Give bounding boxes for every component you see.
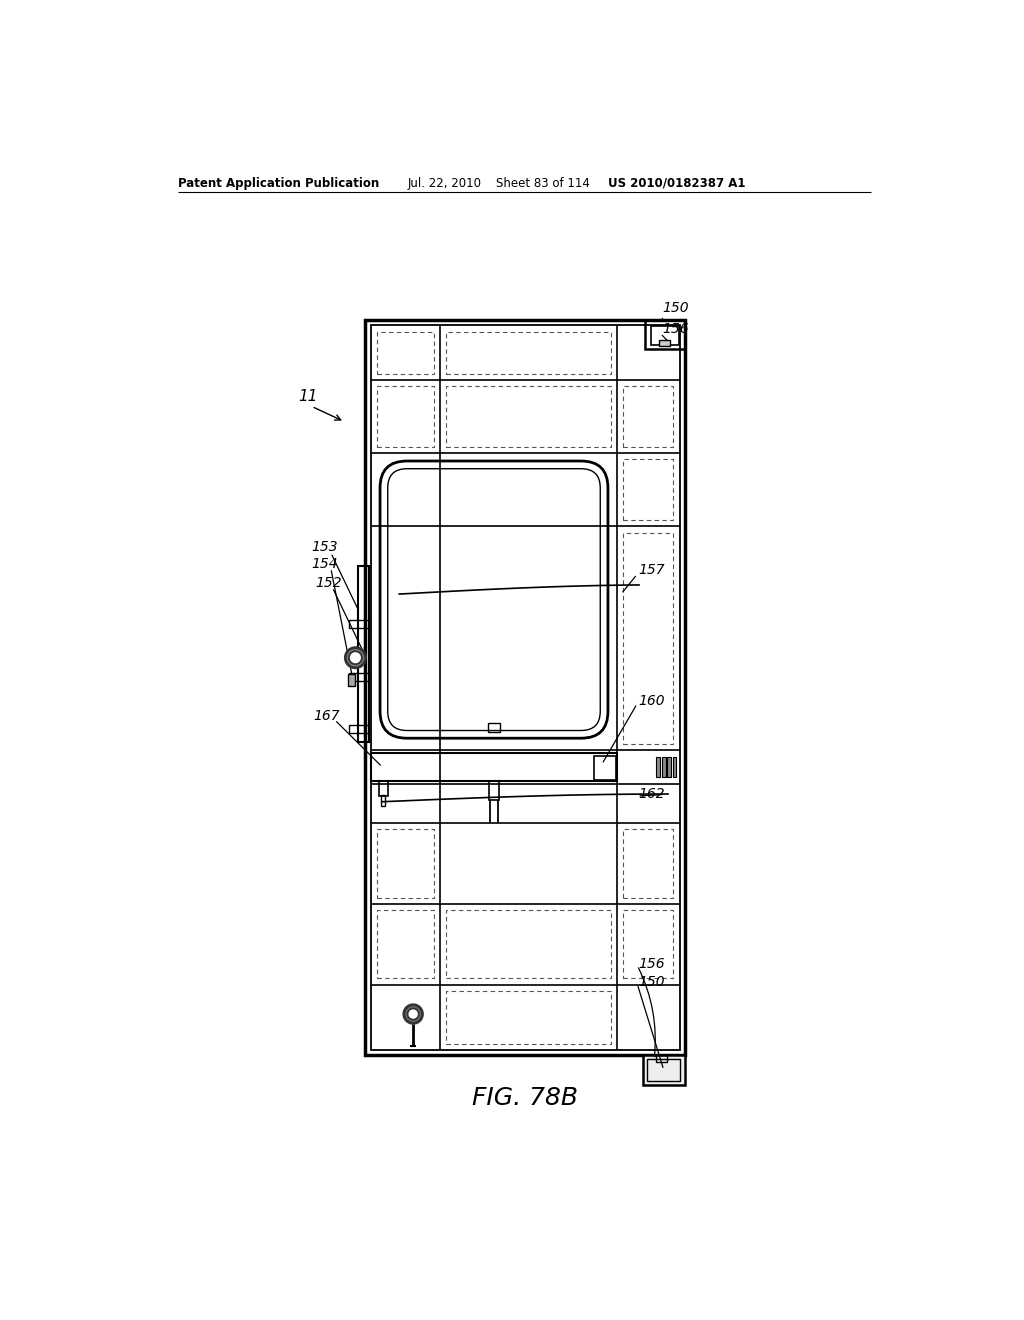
Bar <box>349 620 370 628</box>
Bar <box>658 341 670 346</box>
Circle shape <box>345 647 367 668</box>
Text: FIG. 78B: FIG. 78B <box>472 1086 578 1110</box>
Bar <box>645 321 685 350</box>
Text: 150: 150 <box>662 301 688 315</box>
Bar <box>624 909 674 978</box>
Bar <box>446 909 611 978</box>
Text: 153: 153 <box>311 540 338 554</box>
Bar <box>624 387 674 447</box>
Bar <box>377 909 434 978</box>
Text: US 2010/0182387 A1: US 2010/0182387 A1 <box>608 177 745 190</box>
Bar <box>371 326 680 1051</box>
Circle shape <box>410 1010 417 1018</box>
Text: 156: 156 <box>639 957 666 972</box>
Text: Sheet 83 of 114: Sheet 83 of 114 <box>497 177 590 190</box>
Circle shape <box>350 653 360 663</box>
Bar <box>377 829 434 898</box>
Bar <box>668 756 671 777</box>
Bar <box>377 331 434 374</box>
Bar <box>446 991 611 1044</box>
Text: 150: 150 <box>639 975 666 989</box>
Bar <box>446 331 611 374</box>
Bar <box>371 752 617 781</box>
Bar <box>656 756 660 777</box>
Bar <box>366 321 685 1056</box>
Circle shape <box>403 1005 423 1024</box>
Text: 167: 167 <box>313 710 340 723</box>
Text: Patent Application Publication: Patent Application Publication <box>178 177 380 190</box>
Bar <box>377 387 434 447</box>
Bar <box>446 387 611 447</box>
Text: Jul. 22, 2010: Jul. 22, 2010 <box>408 177 481 190</box>
Bar <box>358 566 370 742</box>
Bar <box>647 1059 680 1081</box>
Bar <box>656 1056 668 1061</box>
Text: 162: 162 <box>639 787 666 800</box>
Bar <box>348 673 355 686</box>
Text: 152: 152 <box>315 577 342 590</box>
Bar <box>379 780 388 796</box>
Bar <box>488 780 500 800</box>
Bar <box>651 326 679 345</box>
Text: 11: 11 <box>298 389 317 404</box>
Bar <box>349 725 370 733</box>
Text: 156: 156 <box>662 322 688 337</box>
Bar <box>487 723 500 733</box>
Bar <box>673 756 677 777</box>
Bar <box>662 756 666 777</box>
Text: 154: 154 <box>311 557 338 572</box>
Text: 160: 160 <box>639 694 666 708</box>
Bar <box>594 756 615 780</box>
Bar <box>643 1056 685 1085</box>
Bar <box>624 533 674 743</box>
Bar <box>349 673 370 681</box>
Bar <box>624 459 674 520</box>
Bar <box>381 795 385 807</box>
Bar <box>624 829 674 898</box>
Text: 157: 157 <box>639 564 666 577</box>
